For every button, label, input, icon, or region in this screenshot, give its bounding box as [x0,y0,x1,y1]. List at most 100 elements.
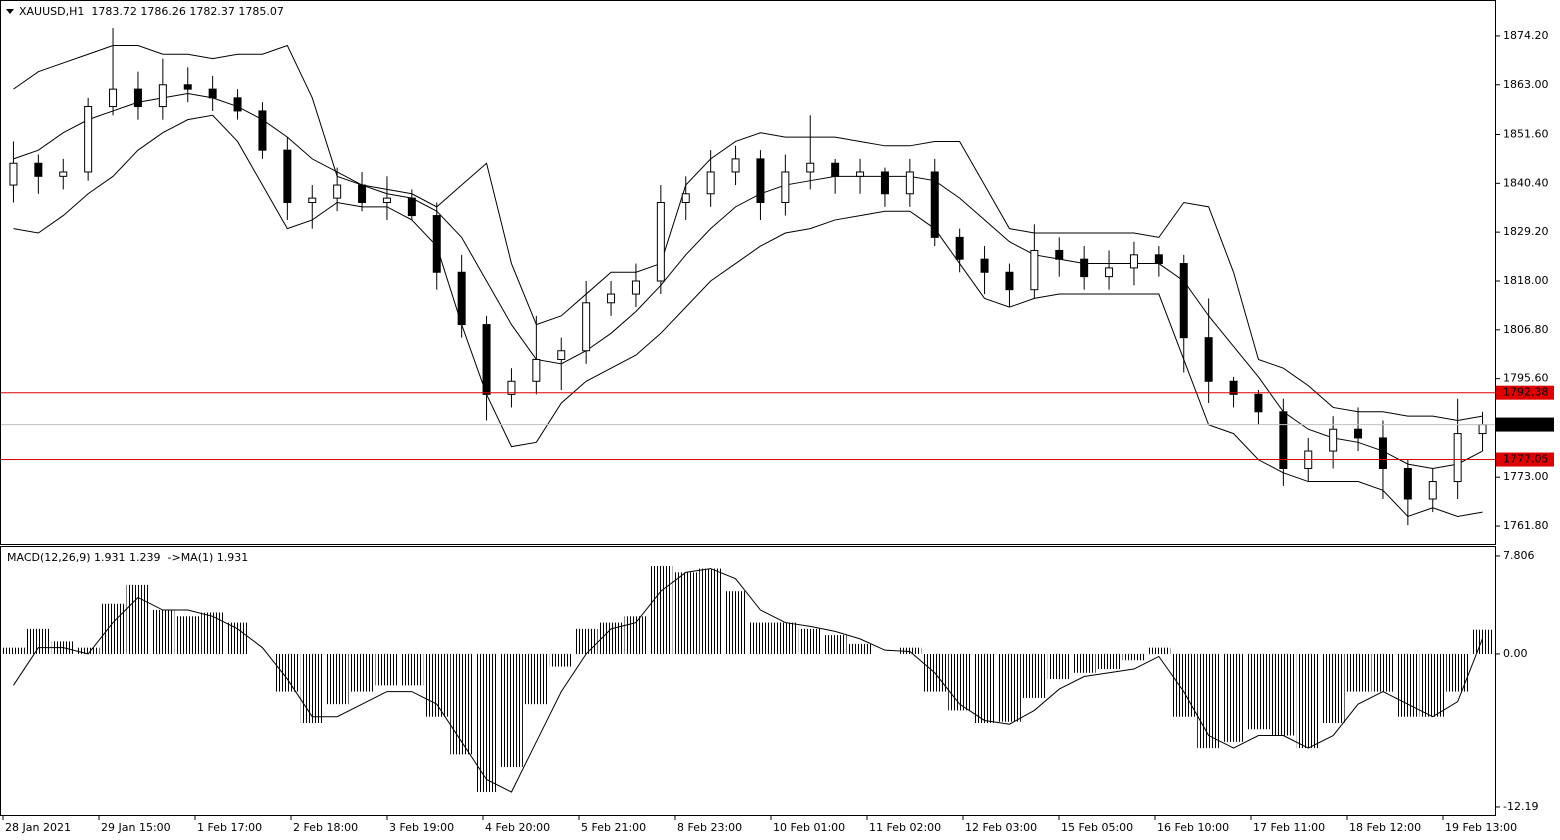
y-tick-label: 1863.00 [1503,78,1549,91]
candle-body [1354,428,1363,439]
macd-bar [1072,653,1096,673]
macd-bar [1047,653,1071,680]
y-tick-label: 1773.00 [1503,470,1549,483]
candle-body [1055,249,1064,260]
candle-body [980,258,989,273]
x-tick-label: 16 Feb 10:00 [1157,821,1229,834]
macd-bar [699,568,723,654]
candle-body [781,171,790,203]
y-tick-label: 0.00 [1503,647,1528,660]
candle-body [681,193,690,203]
candle-body [507,380,516,395]
macd-bar [1147,647,1171,654]
macd-bar [1122,653,1146,661]
macd-bar [76,647,100,654]
bollinger-band [13,92,1483,469]
x-tick-label: 18 Feb 12:00 [1349,821,1421,834]
y-tick-label: 1851.60 [1503,127,1549,140]
macd-bar [1247,653,1270,730]
macd-bar [524,653,548,705]
macd-bar [898,647,922,654]
candle-body [831,162,840,177]
price-level-label: 1785.07 [1503,418,1549,431]
x-tick-label: 12 Feb 03:00 [965,821,1037,834]
macd-bar [101,603,125,654]
macd-bar [948,653,972,711]
macd-bar [749,622,772,654]
candle-body [1428,481,1437,500]
candle-body [1453,433,1462,483]
candle-body [9,162,18,186]
macd-bar [1296,653,1320,749]
candle-body [1030,249,1039,291]
candle-body [631,280,640,295]
candle-body [333,184,342,199]
price-level-label: 1792.38 [1503,386,1549,399]
price-level-label-bg [1496,385,1554,400]
candle-body [656,201,665,282]
candle-body [557,350,566,360]
candle-body [1154,254,1163,265]
candle-body [308,197,317,203]
macd-bar [1371,653,1395,692]
price-level-label-bg [1496,452,1554,467]
macd-bar [1321,653,1345,723]
candle-body [109,88,118,108]
y-tick-label: 1761.80 [1503,519,1549,532]
price-panel [0,0,1496,545]
candle-body [756,158,765,203]
candle-body [208,88,217,99]
candle-body [905,171,914,195]
candle-body [258,110,267,151]
macd-bar [325,653,349,705]
candle-body [706,171,715,195]
macd-bar [1097,653,1121,670]
candle-body [930,171,939,238]
macd-bar [500,653,523,767]
x-tick-label: 4 Feb 20:00 [485,821,550,834]
y-tick-label: 1874.20 [1503,29,1549,42]
macd-bar [599,622,623,654]
macd-bar [848,643,872,654]
menu-triangle[interactable] [6,9,14,14]
candle-body [1129,254,1138,269]
x-tick-label: 29 Jan 15:00 [101,821,171,834]
macd-bar [574,628,598,654]
candle-body [582,302,591,352]
candle-body [133,88,142,108]
candle-body [358,184,367,203]
macd-bar [823,635,847,654]
candle-body [856,171,865,177]
candle-body [731,158,740,173]
macd-bar [400,653,424,686]
candle-body [1179,263,1188,339]
macd-bar [1471,629,1494,654]
macd-bar [1022,653,1046,698]
candle-body [1204,337,1213,382]
candle-body [482,324,491,395]
macd-bar [126,584,150,654]
macd-bar [425,653,449,717]
macd-bar [176,616,200,654]
bollinger-band [13,114,1483,518]
macd-bar [798,628,822,654]
y-tick-label: 1795.60 [1503,372,1549,385]
macd-bar [475,653,498,793]
macd-bar [674,572,698,654]
x-tick-label: 19 Feb 13:00 [1445,821,1517,834]
macd-bar [375,653,399,686]
y-tick-label: 1818.00 [1503,274,1549,287]
macd-bar [2,647,25,654]
x-tick-label: 5 Feb 21:00 [581,821,646,834]
macd-bar [151,610,175,654]
candle-body [607,293,616,304]
candle-body [880,171,889,195]
macd-bar [201,612,225,654]
y-tick-label: 1840.40 [1503,176,1549,189]
candle-body [955,236,964,260]
x-tick-label: 2 Feb 18:00 [293,821,358,834]
macd-bar [450,653,474,755]
candle-body [432,215,441,273]
candle-body [407,197,416,217]
